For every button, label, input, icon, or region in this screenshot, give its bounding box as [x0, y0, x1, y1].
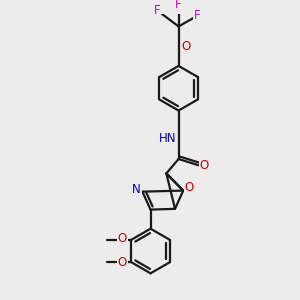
Text: O: O: [182, 40, 191, 53]
Text: F: F: [175, 0, 182, 11]
Text: N: N: [132, 183, 141, 196]
Text: F: F: [194, 9, 201, 22]
Text: O: O: [118, 256, 127, 269]
Text: O: O: [184, 182, 194, 194]
Text: O: O: [118, 232, 127, 245]
Text: O: O: [200, 159, 209, 172]
Text: F: F: [154, 4, 160, 16]
Text: HN: HN: [158, 132, 176, 146]
